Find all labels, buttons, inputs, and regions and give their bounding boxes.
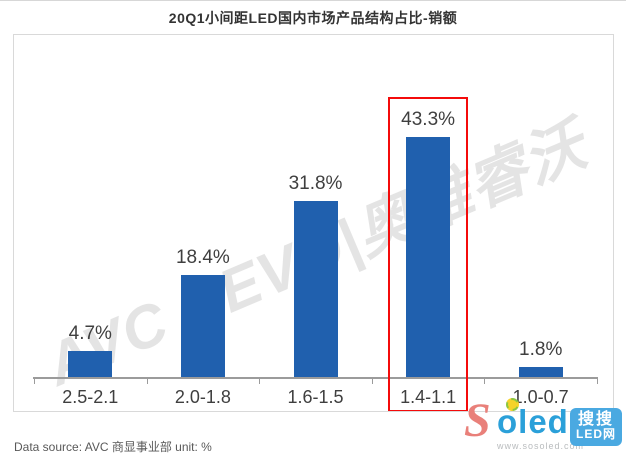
- axis-tick: [372, 379, 373, 384]
- highlight-box: [388, 97, 469, 411]
- bar-1.4-1.1: [406, 137, 451, 377]
- bar-2.5-2.1: [68, 351, 113, 377]
- category-label-1.4-1.1: 1.4-1.1: [400, 387, 457, 407]
- badge-line2: LED网: [575, 427, 616, 441]
- plot-area: 4.7% 18.4% 31.8% 43.3% 1.8%: [34, 35, 597, 377]
- bar-1.6-1.5: [293, 201, 338, 377]
- bar-1.0-0.7: [518, 367, 563, 377]
- logo-letter-s: S: [464, 394, 491, 447]
- bulb-icon: [506, 398, 519, 411]
- axis-tick: [484, 379, 485, 384]
- category-label-1.6-1.5: 1.6-1.5: [287, 387, 344, 407]
- value-label-1.6-1.5: 31.8%: [288, 173, 343, 194]
- value-label-1.0-0.7: 1.8%: [519, 339, 563, 360]
- data-source-note: Data source: AVC 商显事业部 unit: %: [14, 440, 212, 454]
- chart-panel: AVC REVO|奥维睿沃 4.7% 18.4% 31.8% 43.3% 1.8% 2.…: [13, 34, 614, 412]
- category-label-2.0-1.8: 2.0-1.8: [174, 387, 231, 407]
- badge-line1: 搜搜: [577, 411, 614, 428]
- axis-tick: [147, 379, 148, 384]
- value-label-1.4-1.1: 43.3%: [401, 109, 456, 130]
- axis-tick: [259, 379, 260, 384]
- value-label-2.0-1.8: 18.4%: [175, 247, 230, 268]
- axis-tick: [34, 379, 35, 384]
- axis-tick: [597, 379, 598, 384]
- bar-2.0-1.8: [180, 275, 225, 377]
- logo-text-oled: oled: [497, 403, 569, 440]
- logo-badge: 搜搜 LED网: [570, 408, 622, 446]
- x-axis-line: [33, 377, 598, 379]
- page-title: 20Q1小间距LED国内市场产品结构占比-销额: [168, 10, 458, 26]
- value-label-2.5-2.1: 4.7%: [68, 323, 112, 344]
- logo-url: www.sosoled.com: [497, 441, 585, 451]
- category-label-1.0-0.7: 1.0-0.7: [512, 387, 569, 407]
- sosoled-logo: S oled www.sosoled.com 搜搜 LED网: [464, 397, 624, 459]
- category-label-2.5-2.1: 2.5-2.1: [62, 387, 119, 407]
